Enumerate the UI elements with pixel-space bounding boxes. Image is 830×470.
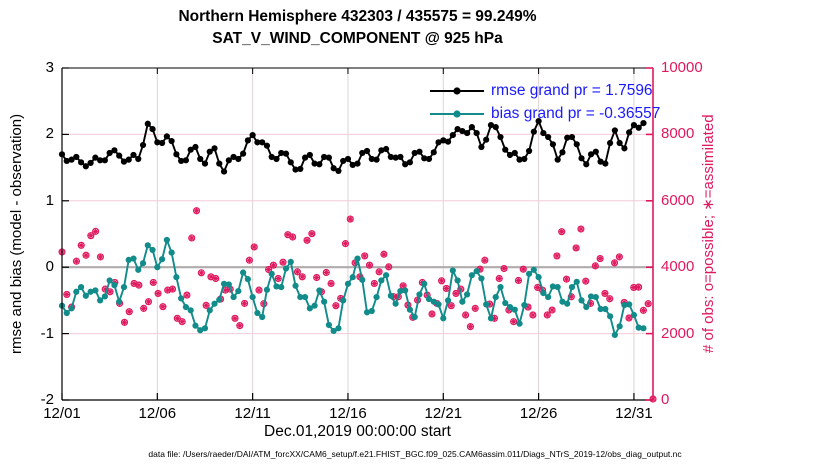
left-y-tick-label: 0: [45, 258, 54, 276]
left-y-tick-label: -1: [40, 324, 54, 342]
left-y-tick-label: 3: [45, 59, 54, 76]
x-tick-label: 12/16: [329, 405, 367, 422]
legend-item-rmse: rmse grand pr = 1.7596: [428, 79, 660, 102]
right-y-tick-label: 10000: [661, 59, 703, 76]
data-file-path: data file: /Users/raeder/DAI/ATM_forcXX/…: [148, 449, 682, 459]
right-y-tick-label: 6000: [661, 191, 695, 209]
legend-line-sample-bias: [430, 109, 484, 118]
legend: rmse grand pr = 1.7596 bias grand pr = -…: [428, 79, 660, 125]
left-y-tick-label: 1: [45, 191, 54, 209]
x-tick-label: 12/01: [43, 405, 81, 422]
legend-label-rmse: rmse grand pr = 1.7596: [491, 81, 653, 99]
right-axis-label: # of obs: o=possible; ∗=assimilated: [700, 114, 717, 354]
figure-title-line2: SAT_V_WIND_COMPONENT @ 925 hPa: [212, 30, 503, 47]
x-axis-label: Dec.01,2019 00:00:00 start: [264, 423, 451, 440]
x-tick-label: 12/21: [424, 405, 463, 422]
left-axis-label: rmse and bias (model - observation): [8, 113, 25, 355]
x-tick-label: 12/26: [519, 405, 558, 422]
right-y-tick-label: 2000: [661, 324, 695, 342]
legend-line-sample-rmse: [430, 86, 484, 95]
right-y-tick-label: 4000: [661, 258, 695, 276]
legend-label-bias: bias grand pr = -0.36557: [491, 104, 661, 122]
figure-title-line1: Northern Hemisphere 432303 / 435575 = 99…: [178, 8, 537, 25]
x-tick-label: 12/11: [234, 405, 271, 422]
legend-item-bias: bias grand pr = -0.36557: [428, 102, 660, 125]
x-tick-label: 12/06: [138, 405, 177, 422]
left-y-tick-label: 2: [45, 125, 54, 143]
right-y-tick-label: 8000: [661, 125, 695, 143]
right-y-tick-label: 0: [661, 391, 670, 408]
left-y-tick-label: -2: [40, 391, 54, 408]
x-tick-label: 12/31: [615, 405, 653, 422]
